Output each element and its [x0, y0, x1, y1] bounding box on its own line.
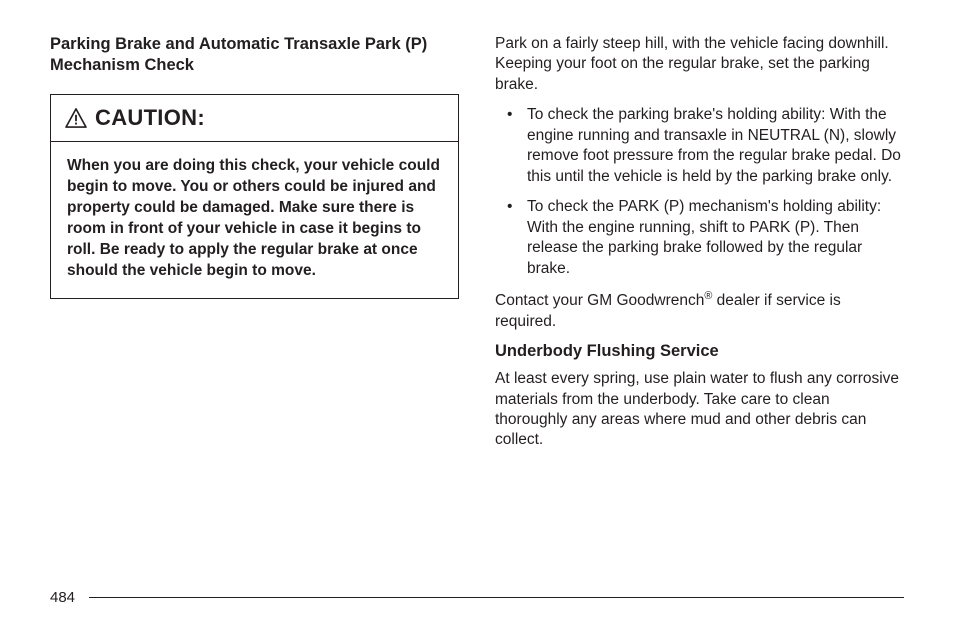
footer-rule — [89, 597, 904, 599]
list-item: To check the parking brake's holding abi… — [495, 105, 904, 187]
check-steps-list: To check the parking brake's holding abi… — [495, 105, 904, 279]
list-item: To check the PARK (P) mechanism's holdin… — [495, 197, 904, 279]
intro-paragraph: Park on a fairly steep hill, with the ve… — [495, 34, 904, 95]
left-column: Parking Brake and Automatic Transaxle Pa… — [50, 34, 459, 461]
page-number: 484 — [50, 589, 75, 606]
two-column-layout: Parking Brake and Automatic Transaxle Pa… — [50, 34, 904, 461]
caution-box: CAUTION: When you are doing this check, … — [50, 94, 459, 299]
underbody-paragraph: At least every spring, use plain water t… — [495, 369, 904, 451]
caution-title: CAUTION: — [95, 105, 205, 131]
sub-heading-underbody: Underbody Flushing Service — [495, 342, 904, 361]
right-column: Park on a fairly steep hill, with the ve… — [495, 34, 904, 461]
contact-dealer-text: Contact your GM Goodwrench® dealer if se… — [495, 289, 904, 332]
manual-page: Parking Brake and Automatic Transaxle Pa… — [0, 0, 954, 636]
section-heading-parking-brake: Parking Brake and Automatic Transaxle Pa… — [50, 34, 459, 76]
warning-triangle-icon — [65, 108, 87, 128]
contact-pre: Contact your GM Goodwrench — [495, 292, 704, 309]
page-footer: 484 — [50, 589, 904, 606]
caution-body-text: When you are doing this check, your vehi… — [51, 142, 458, 298]
caution-header: CAUTION: — [51, 95, 458, 142]
